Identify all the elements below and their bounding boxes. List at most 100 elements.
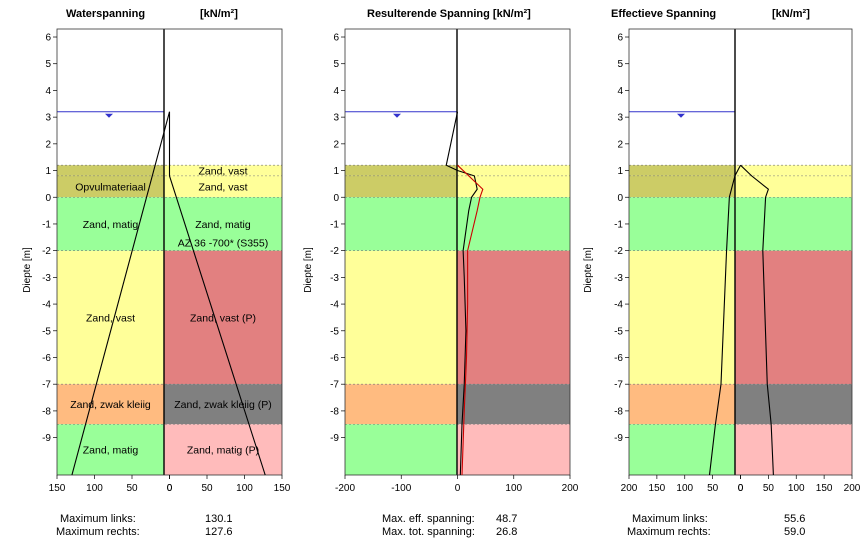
chart1-series-0 [71, 111, 171, 476]
chart3-summary-label-1: Maximum links: [632, 513, 708, 525]
chart1-layer-right-3 [164, 250, 282, 385]
chart1-layer-left-2 [57, 197, 164, 251]
chart3-series-1 [740, 164, 774, 476]
chart3-y-tick-label-10: -4 [614, 300, 623, 311]
chart1-y-tick-label-10: -4 [42, 300, 51, 311]
chart2-layer-right-1 [457, 175, 570, 198]
chart1-y-tick-label-4: 2 [45, 139, 51, 150]
chart3-summary-value-1: 55.6 [784, 513, 805, 525]
chart1-water-level-icon [105, 113, 113, 118]
chart3-y-tick-label-5: 1 [617, 166, 623, 177]
chart2-layer-right-5 [457, 424, 570, 475]
chart2-layer-left-1 [345, 175, 457, 198]
chart1-y-tick-label-12: -6 [42, 353, 51, 364]
chart3-unit: [kN/m²] [772, 8, 810, 20]
chart1-y-tick-label-3: 3 [45, 113, 51, 124]
chart1-layer-left-0 [57, 165, 164, 176]
chart3-x-tick-label-3: 50 [707, 483, 719, 494]
chart2-series-1 [457, 164, 484, 476]
chart3-y-tick-label-3: 3 [617, 113, 623, 124]
chart3-y-label: Diepte [m] [583, 247, 594, 293]
chart2-layer-right-3 [457, 250, 570, 385]
chart1-layer-right-2 [164, 197, 282, 251]
chart3-x-tick-label-7: 100 [788, 483, 805, 494]
chart1-y-tick-label-8: -2 [42, 246, 51, 257]
chart3-x-tick-label-5: 0 [738, 483, 744, 494]
layer-label-left-4: Zand, zwak kleiig [70, 399, 151, 411]
chart1-series-1 [168, 111, 266, 476]
chart3-layer-right-2 [735, 197, 852, 251]
chart1-title: Waterspanning [66, 8, 145, 20]
chart1-summary-value-2: 127.6 [205, 526, 233, 538]
chart2-x-tick-label-2: 0 [455, 483, 461, 494]
layer-label-left-2: Zand, matig [83, 219, 139, 231]
chart1-layer-right-4 [164, 384, 282, 425]
layer-label-left-5: Zand, matig [83, 445, 139, 457]
sheet-pile-label: AZ 36 -700* (S355) [178, 238, 268, 250]
chart3-summary-label-2: Maximum rechts: [627, 526, 711, 538]
chart3-y-tick-label-11: -5 [614, 326, 623, 337]
chart2-layer-right-4 [457, 384, 570, 425]
chart3-layer-right-0 [735, 165, 852, 176]
layer-label-right-0: Zand, vast [198, 166, 247, 178]
chart1-x-tick-label-5: 50 [201, 483, 213, 494]
chart1-y-label: Diepte [m] [22, 247, 33, 293]
chart1-layer-left-1 [57, 175, 164, 198]
chart2-layer-left-4 [345, 384, 457, 425]
chart1-x-tick-label-1: 100 [86, 483, 103, 494]
chart3-layer-right-1 [735, 175, 852, 198]
chart2-summary-label-1: Max. eff. spanning: [382, 513, 475, 525]
chart1-x-tick-label-4: 0 [167, 483, 173, 494]
chart2-x-tick-label-3: 100 [505, 483, 522, 494]
chart3-layer-right-4 [735, 384, 852, 425]
chart3-y-tick-label-14: -8 [614, 406, 623, 417]
chart2-y-tick-label-15: -9 [330, 433, 339, 444]
chart1-layer-left-4 [57, 384, 164, 425]
chart2-summary-label-2: Max. tot. spanning: [382, 526, 475, 538]
layer-label-right-2: Zand, matig [195, 219, 251, 231]
chart1-y-tick-label-9: -3 [42, 273, 51, 284]
chart3-layer-left-0 [629, 165, 735, 176]
layer-label-right-5: Zand, matig (P) [187, 445, 259, 457]
chart1-x-tick-label-2: 50 [126, 483, 138, 494]
chart1-layer-right-1 [164, 175, 282, 198]
chart3-layer-left-3 [629, 250, 735, 385]
chart3-x-tick-label-6: 50 [763, 483, 775, 494]
chart3-layer-left-2 [629, 197, 735, 251]
chart3-layer-right-3 [735, 250, 852, 385]
chart2-y-tick-label-2: 4 [333, 86, 339, 97]
chart2-x-tick-label-0: -200 [335, 483, 355, 494]
chart3-layer-right-5 [735, 424, 852, 475]
chart2-y-tick-label-13: -7 [330, 380, 339, 391]
chart2-y-label: Diepte [m] [303, 247, 314, 293]
chart2-y-tick-label-5: 1 [333, 166, 339, 177]
chart1-y-tick-label-0: 6 [45, 33, 51, 44]
chart2-panel: 6 5 4 3 2 1 0 -1 -2 -3 -4 -5 -6 -7 -8 -9 -200 -100 0 100 200 [330, 28, 579, 494]
chart3-summary-value-2: 59.0 [784, 526, 805, 538]
chart3-x-tick-label-0: 200 [621, 483, 638, 494]
chart2-x-tick-label-1: -100 [391, 483, 411, 494]
chart3-y-tick-label-9: -3 [614, 273, 623, 284]
chart3-y-tick-label-8: -2 [614, 246, 623, 257]
chart1-x-tick-label-6: 100 [236, 483, 253, 494]
chart1-y-tick-label-1: 5 [45, 59, 51, 70]
chart1-layer-left-5 [57, 424, 164, 475]
chart2-y-tick-label-12: -6 [330, 353, 339, 364]
chart3-y-tick-label-1: 5 [617, 59, 623, 70]
chart2-y-tick-label-1: 5 [333, 59, 339, 70]
chart3-x-tick-label-4: 0 [738, 483, 744, 494]
chart1-y-tick-label-6: 0 [45, 193, 51, 204]
chart3-x-tick-label-8: 150 [816, 483, 833, 494]
chart2-layer-right-0 [457, 165, 570, 176]
chart1-summary-label-2: Maximum rechts: [56, 526, 140, 538]
chart3-layer-left-4 [629, 384, 735, 425]
layer-label-right-3: Zand, vast (P) [190, 312, 256, 324]
chart3-title: Effectieve Spanning [611, 8, 716, 20]
chart2-y-tick-label-8: -2 [330, 246, 339, 257]
chart2-x-tick-label-4: 200 [562, 483, 579, 494]
chart2-y-tick-label-14: -8 [330, 406, 339, 417]
layer-label-right-4: Zand, zwak kleiig (P) [174, 399, 271, 411]
chart2-layer-left-5 [345, 424, 457, 475]
